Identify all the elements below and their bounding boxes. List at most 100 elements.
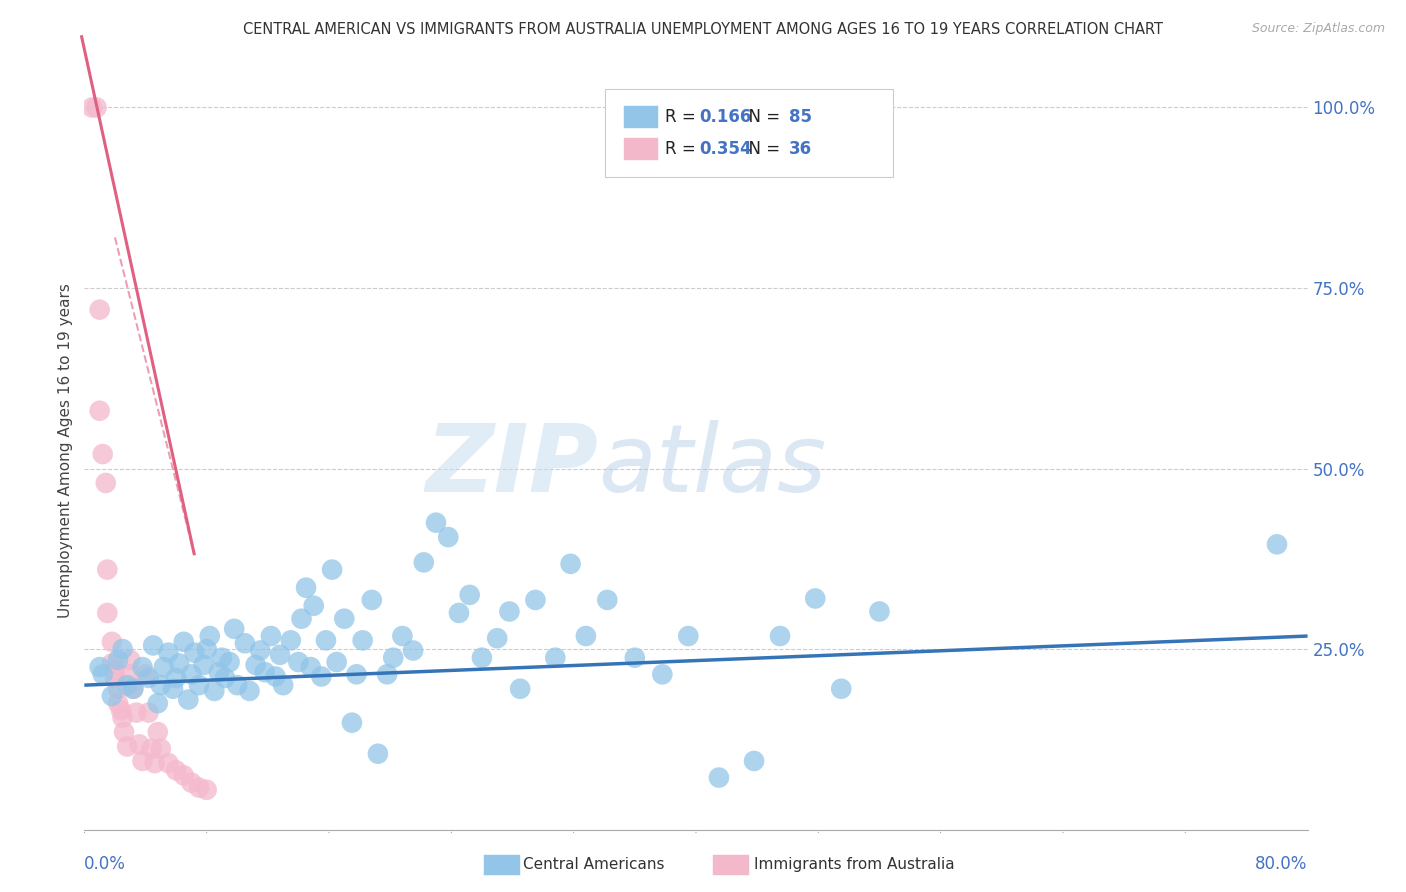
Point — [651, 667, 673, 681]
Point — [287, 655, 309, 669]
Point — [290, 612, 312, 626]
Point — [89, 302, 111, 317]
Point — [165, 671, 187, 685]
Point — [325, 655, 347, 669]
Point — [295, 581, 318, 595]
Point — [177, 692, 200, 706]
Point — [249, 643, 271, 657]
Point — [346, 667, 368, 681]
Point — [153, 660, 176, 674]
Point — [195, 642, 218, 657]
Point — [91, 447, 114, 461]
Point — [271, 678, 294, 692]
Point — [678, 629, 700, 643]
Point — [280, 633, 302, 648]
Point — [382, 650, 405, 665]
Point — [321, 563, 343, 577]
Text: ZIP: ZIP — [425, 419, 598, 512]
Point — [226, 678, 249, 692]
Point — [707, 771, 730, 785]
Point — [146, 696, 169, 710]
Point — [214, 671, 236, 685]
Point — [202, 684, 225, 698]
Point — [138, 706, 160, 720]
Y-axis label: Unemployment Among Ages 16 to 19 years: Unemployment Among Ages 16 to 19 years — [58, 283, 73, 618]
Point — [302, 599, 325, 613]
Point — [352, 633, 374, 648]
Point — [208, 665, 231, 680]
Point — [742, 754, 765, 768]
Point — [253, 665, 276, 680]
Point — [437, 530, 460, 544]
Text: 85: 85 — [789, 108, 811, 126]
Point — [89, 660, 111, 674]
Text: 0.166: 0.166 — [699, 108, 751, 126]
Point — [333, 612, 356, 626]
Point — [138, 671, 160, 685]
Point — [165, 764, 187, 778]
Point — [101, 635, 124, 649]
Point — [624, 650, 647, 665]
Text: Source: ZipAtlas.com: Source: ZipAtlas.com — [1251, 22, 1385, 36]
Point — [471, 650, 494, 665]
Point — [94, 475, 117, 490]
Point — [311, 669, 333, 683]
Point — [260, 629, 283, 643]
Point — [162, 681, 184, 696]
Point — [509, 681, 531, 696]
Point — [120, 667, 142, 681]
Text: N =: N = — [738, 108, 786, 126]
Point — [107, 653, 129, 667]
Point — [769, 629, 792, 643]
Point — [804, 591, 827, 606]
Point — [224, 622, 246, 636]
Point — [524, 593, 547, 607]
Point — [96, 563, 118, 577]
Text: CENTRAL AMERICAN VS IMMIGRANTS FROM AUSTRALIA UNEMPLOYMENT AMONG AGES 16 TO 19 Y: CENTRAL AMERICAN VS IMMIGRANTS FROM AUST… — [243, 22, 1163, 37]
Point — [233, 636, 256, 650]
Point — [560, 557, 582, 571]
Point — [830, 681, 852, 696]
Point — [107, 681, 129, 696]
Text: 36: 36 — [789, 140, 811, 158]
Point — [111, 711, 134, 725]
Point — [142, 639, 165, 653]
Point — [167, 657, 190, 671]
Point — [173, 635, 195, 649]
Point — [128, 737, 150, 751]
Point — [1265, 537, 1288, 551]
Point — [111, 642, 134, 657]
Point — [135, 667, 157, 681]
Point — [575, 629, 598, 643]
Point — [299, 660, 322, 674]
Point — [498, 605, 520, 619]
Point — [101, 689, 124, 703]
Point — [211, 650, 233, 665]
Point — [89, 403, 111, 417]
Point — [80, 100, 103, 114]
Point — [104, 671, 127, 685]
Text: Immigrants from Australia: Immigrants from Australia — [754, 857, 955, 871]
Text: R =: R = — [665, 108, 702, 126]
Point — [340, 715, 363, 730]
Point — [101, 657, 124, 671]
Point — [193, 657, 215, 672]
Text: N =: N = — [738, 140, 786, 158]
Point — [402, 643, 425, 657]
Point — [149, 678, 172, 692]
Point — [458, 588, 481, 602]
Point — [96, 606, 118, 620]
Point — [157, 756, 180, 771]
Point — [131, 660, 153, 674]
Point — [596, 593, 619, 607]
Point — [486, 631, 509, 645]
Point — [367, 747, 389, 761]
Point — [869, 605, 891, 619]
Point — [125, 706, 148, 720]
Point — [264, 669, 287, 683]
Point — [115, 739, 138, 754]
Point — [188, 780, 211, 795]
Text: atlas: atlas — [598, 420, 827, 511]
Point — [544, 650, 567, 665]
Point — [115, 678, 138, 692]
